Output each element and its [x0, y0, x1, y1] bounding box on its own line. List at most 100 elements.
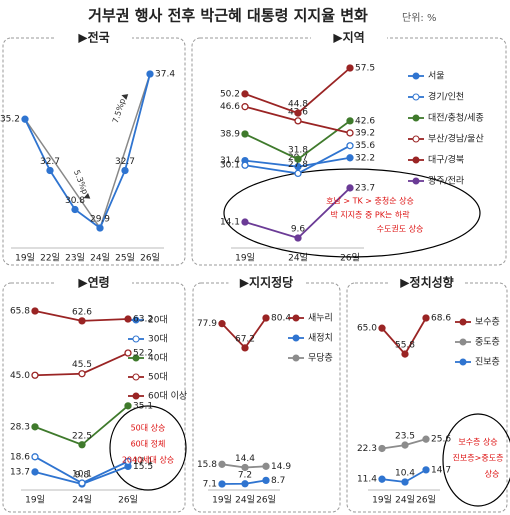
- value-label: 11.4: [357, 475, 377, 485]
- annotation: 수도권도 상승: [377, 224, 424, 234]
- data-point: [378, 475, 386, 483]
- data-point: [262, 314, 270, 322]
- x-tick-label: 19일: [235, 253, 255, 264]
- data-point: [346, 142, 354, 150]
- panel-title: ▶전국: [78, 30, 109, 45]
- x-tick-label: 19일: [25, 495, 45, 506]
- data-point: [262, 462, 270, 470]
- data-point: [218, 480, 226, 488]
- data-point: [71, 205, 79, 214]
- value-label: 22.5: [72, 431, 92, 441]
- value-label: 14.7: [431, 465, 451, 475]
- value-label: 13.7: [10, 467, 30, 477]
- data-point: [401, 350, 409, 358]
- value-label: 67.2: [235, 334, 255, 344]
- value-label: 15.5: [133, 462, 153, 472]
- legend-marker: [292, 334, 300, 342]
- data-point: [124, 315, 132, 323]
- value-label: 17.1: [133, 457, 153, 467]
- data-point: [124, 402, 132, 410]
- data-point: [78, 479, 86, 487]
- x-tick-label: 22일: [40, 253, 60, 264]
- data-point: [31, 468, 39, 476]
- value-label: 25.6: [431, 435, 451, 445]
- data-point: [294, 155, 302, 163]
- legend-marker: [132, 316, 140, 324]
- data-point: [124, 457, 132, 466]
- value-label: 65.0: [357, 324, 377, 334]
- data-point: [31, 307, 39, 315]
- legend-label: 부산/경남/울산: [428, 133, 484, 145]
- value-label: 37.4: [155, 70, 175, 80]
- x-tick-label: 19일: [212, 495, 232, 506]
- value-label: 77.9: [197, 319, 217, 329]
- legend-label: 30대: [148, 334, 168, 345]
- data-point: [121, 166, 129, 175]
- data-point: [31, 453, 39, 461]
- data-point: [218, 460, 226, 468]
- data-point: [241, 218, 249, 226]
- x-tick-label: 23일: [65, 253, 85, 264]
- value-label: 32.7: [115, 157, 135, 167]
- x-tick-label: 26일: [340, 253, 360, 264]
- value-label: 23.5: [395, 432, 415, 442]
- value-label: 31.4: [220, 156, 240, 166]
- value-label: 14.9: [271, 462, 291, 472]
- panel-title: ▶지지정당: [240, 275, 293, 290]
- annotation: 7.5%p▲: [111, 91, 130, 125]
- data-point: [78, 441, 86, 449]
- data-point: [96, 224, 104, 232]
- data-point: [378, 324, 386, 332]
- unit-label: 단위: %: [402, 11, 436, 24]
- panel-title: ▶정치성향: [400, 275, 453, 290]
- data-point: [294, 117, 302, 125]
- value-label: 7.2: [238, 470, 252, 480]
- data-point: [241, 161, 249, 169]
- callout-ellipse: [223, 168, 481, 258]
- value-label: 44.8: [288, 100, 308, 110]
- legend-marker: [132, 373, 140, 381]
- panel-frame: [191, 37, 507, 266]
- legend-marker: [459, 318, 467, 326]
- legend-marker: [412, 72, 420, 80]
- x-tick-label: 24일: [72, 495, 92, 506]
- value-label: 18.6: [10, 452, 30, 462]
- value-label: 29.9: [90, 215, 110, 225]
- legend-label: 60대 이상: [148, 391, 187, 402]
- data-point: [241, 103, 249, 111]
- value-label: 65.8: [10, 307, 30, 317]
- page-title: 거부권 행사 전후 박근혜 대통령 지지율 변화: [88, 7, 368, 25]
- legend-label: 진보층: [475, 357, 500, 368]
- panel-tab: [311, 30, 387, 46]
- legend-label: 중도층: [475, 337, 500, 348]
- data-point: [124, 349, 132, 357]
- value-label: 9.8: [75, 471, 90, 481]
- value-label: 15.8: [197, 460, 217, 470]
- x-tick-label: 19일: [372, 495, 392, 506]
- data-point: [401, 441, 409, 449]
- legend-marker: [459, 358, 467, 366]
- value-label: 30.1: [220, 161, 240, 171]
- value-label: 31.8: [288, 146, 308, 156]
- value-label: 35.6: [355, 141, 375, 151]
- legend-label: 광주/전라: [428, 175, 465, 187]
- value-label: 68.6: [431, 314, 451, 324]
- value-label: 50.2: [220, 89, 240, 99]
- legend-label: 새누리: [308, 313, 333, 324]
- data-point: [294, 234, 302, 242]
- x-tick-label: 24일: [235, 495, 255, 506]
- value-label: 45.0: [10, 371, 30, 381]
- x-tick-label: 26일: [118, 495, 138, 506]
- data-point: [241, 130, 249, 138]
- value-label: 30.8: [65, 196, 85, 206]
- data-point: [378, 444, 386, 453]
- data-point: [241, 344, 249, 352]
- value-label: 80.4: [271, 314, 291, 324]
- annotation: 60대 정체: [131, 439, 166, 449]
- value-label: 46.6: [220, 102, 240, 112]
- trend-line: [24, 73, 151, 230]
- data-point: [78, 370, 86, 378]
- annotation: 박 지지층 중 PK는 하락: [330, 210, 410, 220]
- legend-marker: [292, 354, 300, 362]
